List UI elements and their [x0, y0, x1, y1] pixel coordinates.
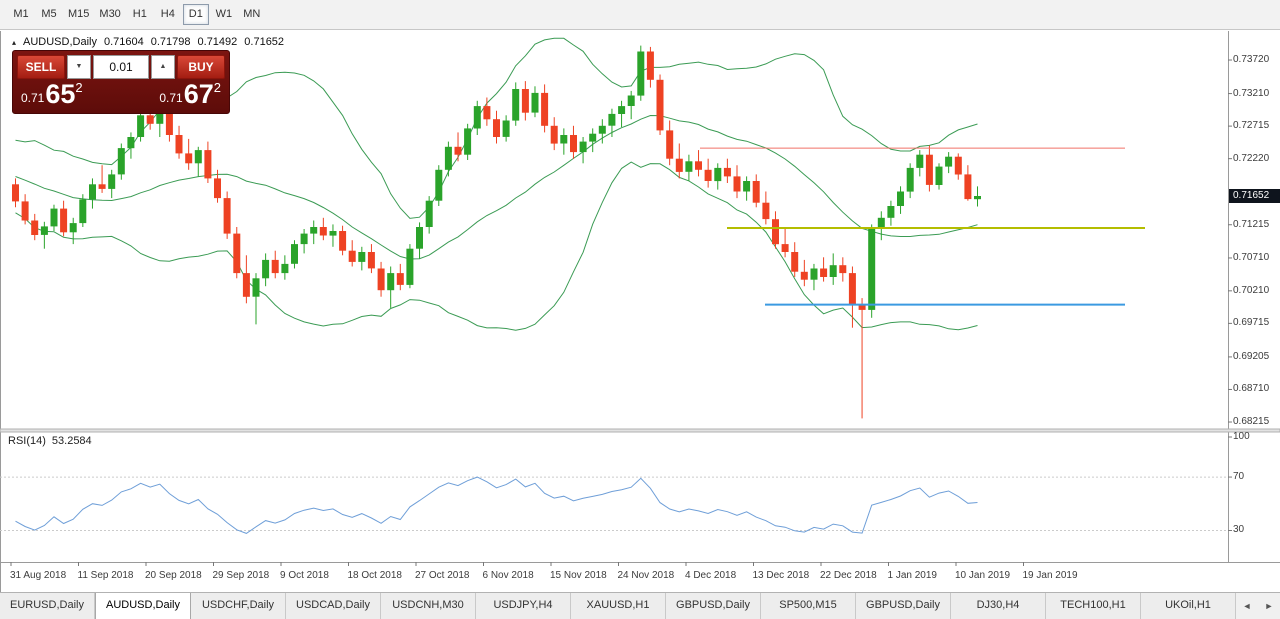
tab-scroll-arrows: ◄ ► [1236, 593, 1280, 619]
timeframe-button-h4[interactable]: H4 [160, 8, 175, 20]
volume-increase-button[interactable]: ▲ [151, 55, 175, 79]
sell-price: 0.71 65 2 [21, 80, 83, 109]
buy-price-prefix: 0.71 [159, 91, 183, 105]
timeframe-toolbar: M1 M5 M15 M30 H1 H4 D1 W1 MN [0, 0, 1280, 30]
chart-frame-lines [0, 31, 1280, 592]
timeframe-button-m30[interactable]: M30 [99, 8, 121, 20]
chart-tab-usdcnh-m30[interactable]: USDCNH,M30 [381, 593, 476, 619]
chart-tab-gbpusd-daily[interactable]: GBPUSD,Daily [666, 593, 761, 619]
chart-tab-usdcad-daily[interactable]: USDCAD,Daily [286, 593, 381, 619]
sell-price-pipette: 2 [75, 80, 83, 95]
chart-tab-usdjpy-h4[interactable]: USDJPY,H4 [476, 593, 571, 619]
sell-price-prefix: 0.71 [21, 91, 45, 105]
rsi-name: RSI(14) [8, 435, 46, 447]
timeframe-button-m5[interactable]: M5 [41, 8, 57, 20]
buy-price-pipette: 2 [213, 80, 221, 95]
buy-button[interactable]: BUY [177, 55, 225, 79]
tab-scroll-left-button[interactable]: ◄ [1242, 601, 1252, 611]
chart-tab-bar: EURUSD,Daily AUDUSD,Daily USDCHF,Daily USDC… [0, 592, 1280, 619]
rsi-value: 53.2584 [51, 435, 92, 447]
chart-title: ▴ AUDUSD,Daily 0.71604 0.71798 0.71492 0… [12, 36, 284, 48]
timeframe-button-w1[interactable]: W1 [215, 8, 233, 20]
chart-tab-ukoil-h1[interactable]: UKOil,H1 [1141, 593, 1236, 619]
timeframe-button-h1[interactable]: H1 [132, 8, 147, 20]
quick-trade-panel: SELL ▼ 0.01 ▲ BUY 0.71 65 2 0.71 67 2 [12, 50, 230, 114]
chart-marker-icon: ▴ [12, 37, 17, 47]
ohlc-high: 0.71798 [150, 36, 191, 48]
chart-symbol-period: AUDUSD,Daily [23, 36, 97, 48]
sell-price-big-digits: 65 [45, 79, 76, 109]
chart-tab-eurusd-daily[interactable]: EURUSD,Daily [0, 593, 95, 619]
chart-tab-usdchf-daily[interactable]: USDCHF,Daily [191, 593, 286, 619]
volume-input[interactable]: 0.01 [93, 55, 149, 79]
ohlc-close: 0.71652 [244, 36, 285, 48]
rsi-indicator-label: RSI(14) 53.2584 [8, 435, 92, 447]
chart-tab-tech100-h1[interactable]: TECH100,H1 [1046, 593, 1141, 619]
tab-scroll-right-button[interactable]: ► [1264, 601, 1274, 611]
chart-tabs: EURUSD,Daily AUDUSD,Daily USDCHF,Daily USDC… [0, 593, 1236, 619]
chart-tab-gbpusd-daily[interactable]: GBPUSD,Daily [856, 593, 951, 619]
current-price-badge: 0.71652 [1229, 189, 1280, 203]
rsi-line [15, 476, 978, 534]
chart-tab-sp500-m15[interactable]: SP500,M15 [761, 593, 856, 619]
ohlc-open: 0.71604 [103, 36, 144, 48]
chart-tab-audusd-daily[interactable]: AUDUSD,Daily [95, 593, 191, 619]
buy-price: 0.71 67 2 [159, 80, 221, 109]
chart-tab-dj30-h4[interactable]: DJ30,H4 [951, 593, 1046, 619]
timeframe-button-m1[interactable]: M1 [13, 8, 29, 20]
candles [12, 45, 981, 419]
chevron-down-icon: ▼ [75, 63, 83, 70]
horizontal-line-objects[interactable] [700, 147, 1145, 306]
volume-decrease-button[interactable]: ▼ [67, 55, 91, 79]
chart-tab-xauusd-h1[interactable]: XAUUSD,H1 [571, 593, 666, 619]
rsi-level-lines [0, 476, 1228, 531]
ohlc-low: 0.71492 [197, 36, 238, 48]
buy-price-big-digits: 67 [183, 79, 214, 109]
sell-button[interactable]: SELL [17, 55, 65, 79]
timeframe-button-d1[interactable]: D1 [182, 4, 209, 25]
timeframe-button-m15[interactable]: M15 [68, 8, 90, 20]
timeframe-button-mn[interactable]: MN [243, 8, 261, 20]
chevron-up-icon: ▲ [159, 63, 167, 70]
